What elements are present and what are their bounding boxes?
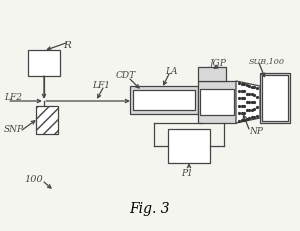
Text: SUB,100: SUB,100 xyxy=(249,57,285,65)
Bar xyxy=(130,86,198,114)
Text: NP: NP xyxy=(249,127,263,136)
Bar xyxy=(168,129,210,163)
Text: LF1: LF1 xyxy=(92,82,110,91)
Bar xyxy=(198,81,236,123)
Text: R: R xyxy=(63,40,71,49)
Text: 100: 100 xyxy=(24,174,43,183)
Polygon shape xyxy=(236,81,260,123)
Text: JGP: JGP xyxy=(210,58,227,67)
Bar xyxy=(260,73,290,123)
Bar xyxy=(133,90,195,110)
Text: LF2: LF2 xyxy=(4,92,22,101)
Bar xyxy=(36,106,58,134)
Text: SNP: SNP xyxy=(4,125,24,134)
Bar xyxy=(198,67,226,81)
Text: P1: P1 xyxy=(181,168,193,177)
Bar xyxy=(200,89,234,115)
Bar xyxy=(262,75,288,121)
Text: LA: LA xyxy=(165,67,178,76)
Text: CDT: CDT xyxy=(116,72,136,80)
Bar xyxy=(28,50,60,76)
Text: Fig. 3: Fig. 3 xyxy=(130,202,170,216)
